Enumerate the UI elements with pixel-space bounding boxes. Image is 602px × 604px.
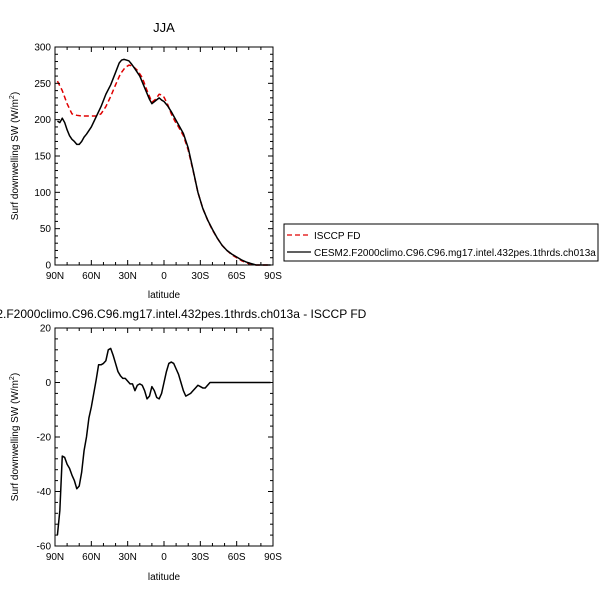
legend: ISCCP FD CESM2.F2000climo.C96.C96.mg17.i… xyxy=(283,223,599,262)
bottom-axes: 90N 60N 30N 0 30S 60S 90S -60 -40 -20 0 20 xyxy=(37,324,283,564)
top-y-tick-label: 150 xyxy=(34,152,51,163)
bottom-x-tick-label: 90S xyxy=(264,552,282,563)
top-y-tick-label: 200 xyxy=(34,115,51,126)
bottom-panel: CESM2.F2000climo.C96.C96.mg17.intel.432p… xyxy=(0,307,367,583)
bottom-plot-area xyxy=(56,347,271,536)
top-x-tick-label: 90S xyxy=(264,271,282,282)
bottom-y-tick-label: 0 xyxy=(45,378,51,389)
top-y-tick-label: 300 xyxy=(34,43,51,54)
bottom-x-tick-label: 60S xyxy=(228,552,246,563)
top-series-line-0 xyxy=(56,64,271,266)
top-axes: 90N 60N 30N 0 30S 60S 90S 0 50 100 150 200 250 300 xyxy=(34,43,282,283)
top-title: JJA xyxy=(153,20,175,35)
top-xlabel: latitude xyxy=(148,290,181,301)
bottom-y-tick-label: -20 xyxy=(37,433,52,444)
top-plot-area xyxy=(56,58,271,266)
bottom-ylabel: Surf downwelling SW (W/m2) xyxy=(9,373,21,501)
legend-label-isccp: ISCCP FD xyxy=(314,231,361,242)
bottom-ylabel-main: Surf downwelling SW (W/m xyxy=(10,380,21,501)
bottom-series-line-0 xyxy=(56,347,271,536)
bottom-plot-frame xyxy=(54,327,274,547)
top-x-tick-label: 60S xyxy=(228,271,246,282)
top-x-tick-label: 0 xyxy=(161,271,167,282)
bottom-y-tick-label: 20 xyxy=(40,324,52,335)
bottom-x-tick-label: 30N xyxy=(118,552,136,563)
top-x-tick-label: 30S xyxy=(191,271,209,282)
bottom-x-tick-label: 30S xyxy=(191,552,209,563)
top-x-tick-label: 60N xyxy=(82,271,100,282)
bottom-title: CESM2.F2000climo.C96.C96.mg17.intel.432p… xyxy=(0,307,367,321)
top-y-tick-label: 250 xyxy=(34,79,51,90)
bottom-ylabel-close: ) xyxy=(10,373,21,376)
bottom-x-tick-label: 60N xyxy=(82,552,100,563)
top-ylabel-close: ) xyxy=(10,92,21,95)
top-ylabel-main: Surf downwelling SW (W/m xyxy=(10,99,21,220)
bottom-y-tick-label: -60 xyxy=(37,542,52,553)
bottom-x-tick-label: 90N xyxy=(46,552,64,563)
top-x-tick-label: 90N xyxy=(46,271,64,282)
top-ylabel-sup: 2 xyxy=(9,95,16,99)
top-panel: JJA 90N 60N 30N 0 30S 60S 90S 0 50 100 150 200 250 30… xyxy=(9,20,282,301)
bottom-xlabel: latitude xyxy=(148,572,181,583)
top-y-tick-label: 0 xyxy=(45,261,51,272)
legend-box xyxy=(283,223,599,262)
top-x-tick-label: 30N xyxy=(118,271,136,282)
top-y-tick-label: 50 xyxy=(40,224,52,235)
bottom-ylabel-sup: 2 xyxy=(9,376,16,380)
top-series-line-1 xyxy=(57,58,271,266)
top-y-tick-label: 100 xyxy=(34,188,51,199)
bottom-x-tick-label: 0 xyxy=(161,552,167,563)
bottom-y-tick-label: -40 xyxy=(37,487,52,498)
top-ylabel: Surf downwelling SW (W/m2) xyxy=(9,92,21,220)
top-plot-frame xyxy=(54,46,274,266)
legend-label-cesm2: CESM2.F2000climo.C96.C96.mg17.intel.432p… xyxy=(314,248,596,259)
